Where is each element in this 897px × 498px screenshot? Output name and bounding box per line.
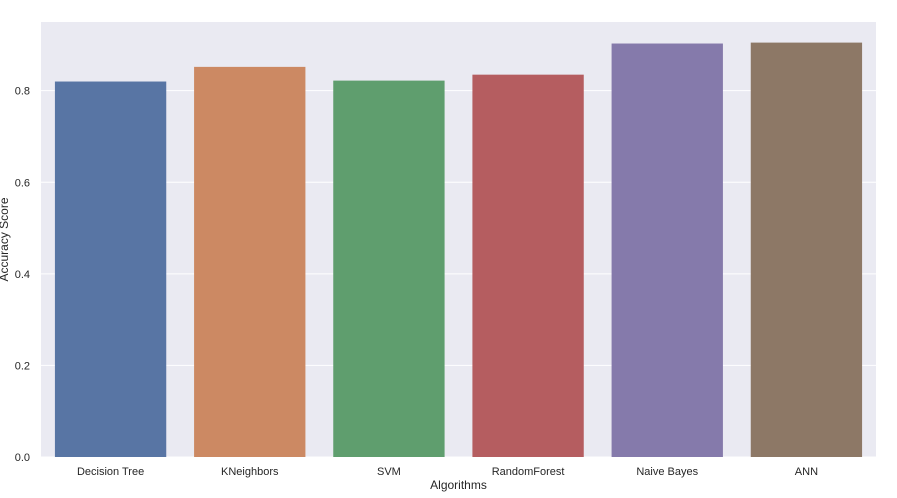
y-tick-label: 0.2 — [15, 360, 30, 372]
bar-svm — [333, 80, 445, 457]
y-axis-label: Accuracy Score — [0, 197, 11, 281]
x-axis-label: Algorithms — [430, 478, 487, 492]
x-tick-label: Decision Tree — [77, 466, 144, 478]
x-tick-labels: Decision Tree KNeighbors SVM RandomForest Na… — [77, 466, 818, 478]
x-tick-label: KNeighbors — [221, 466, 279, 478]
y-tick-label: 0.6 — [15, 177, 30, 189]
bar-naive-bayes — [611, 43, 723, 457]
x-tick-label: RandomForest — [492, 466, 565, 478]
bar-ann — [750, 42, 863, 458]
y-tick-label: 0.0 — [15, 452, 30, 464]
bar-randomforest — [472, 74, 584, 457]
bars — [54, 42, 863, 458]
grid — [41, 90, 876, 458]
y-tick-label: 0.4 — [15, 269, 30, 281]
x-tick-label: Naive Bayes — [636, 466, 698, 478]
bar-kneighbors — [194, 66, 306, 457]
y-tick-label: 0.8 — [15, 86, 30, 98]
x-tick-label: ANN — [795, 466, 818, 478]
x-tick-label: SVM — [377, 466, 401, 478]
bar-decision-tree — [54, 81, 167, 458]
y-tick-labels: 0.0 0.2 0.4 0.6 0.8 — [15, 86, 30, 464]
plot-area-background — [41, 22, 876, 457]
